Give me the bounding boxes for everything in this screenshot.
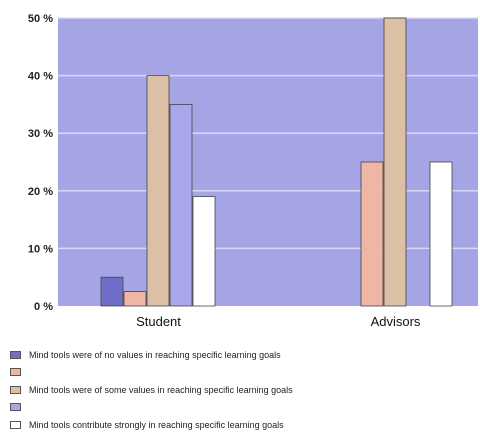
legend-swatch	[10, 350, 21, 359]
x-category-label: Advisors	[371, 314, 421, 329]
bar	[429, 161, 453, 307]
legend-label: Mind tools contribute strongly in reachi…	[29, 419, 284, 430]
bars	[100, 17, 453, 307]
y-axis-ticks: 0 % 10 % 20 % 30 % 40 % 50 %	[28, 13, 53, 313]
bar	[146, 75, 170, 307]
bar	[169, 104, 193, 307]
legend-swatch	[10, 385, 21, 394]
gridlines	[58, 17, 478, 250]
y-tick-label: 0 %	[34, 301, 53, 313]
legend-item	[10, 399, 470, 417]
y-tick-label: 10 %	[28, 243, 53, 255]
plot-background	[58, 18, 478, 306]
legend-swatch	[10, 368, 21, 377]
x-category-label: Student	[136, 314, 181, 329]
bar	[100, 276, 124, 307]
bar	[123, 291, 147, 307]
legend-item: Mind tools were of some values in reachi…	[10, 381, 470, 399]
legend-swatch	[10, 403, 21, 412]
legend-item: Mind tools were of no values in reaching…	[10, 346, 470, 364]
bar	[383, 17, 407, 307]
legend-label: Mind tools were of some values in reachi…	[29, 384, 293, 395]
legend-label: Mind tools were of no values in reaching…	[29, 349, 281, 360]
legend: Mind tools were of no values in reaching…	[10, 346, 470, 434]
y-tick-label: 20 %	[28, 186, 53, 198]
legend-item	[10, 364, 470, 382]
legend-swatch	[10, 420, 21, 429]
bar	[360, 161, 384, 307]
x-axis-categories: Student Advisors	[136, 314, 421, 329]
y-tick-label: 40 %	[28, 71, 53, 83]
y-tick-label: 30 %	[28, 128, 53, 140]
y-tick-label: 50 %	[28, 13, 53, 25]
bar	[192, 196, 216, 307]
chart: 0 % 10 % 20 % 30 % 40 % 50 % Student Advisors	[28, 13, 478, 329]
